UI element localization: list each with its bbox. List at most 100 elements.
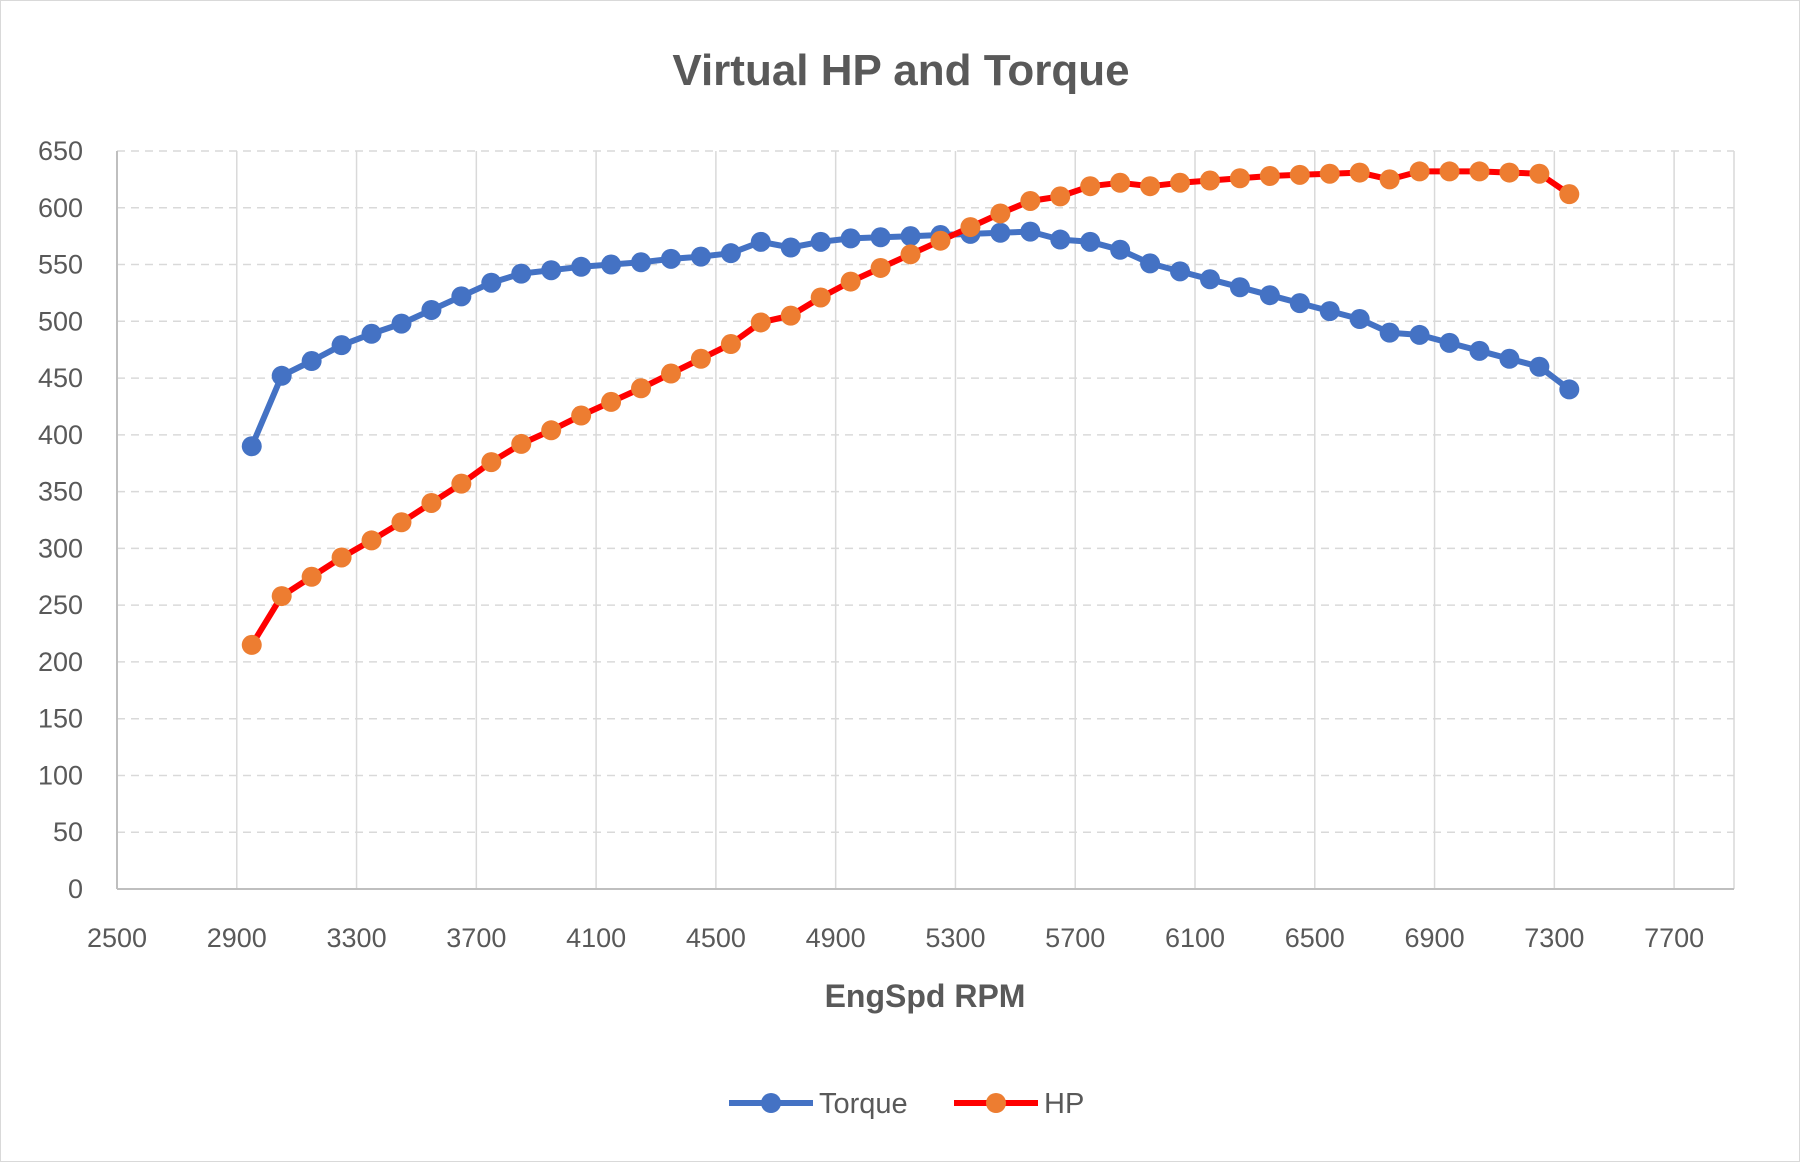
- x-tick-label: 6500: [1285, 923, 1345, 953]
- x-tick-label: 7300: [1524, 923, 1584, 953]
- x-tick-label: 2900: [207, 923, 267, 953]
- x-axis-label: EngSpd RPM: [825, 978, 1026, 1014]
- point-torque: [571, 256, 592, 277]
- point-torque: [720, 243, 741, 264]
- point-torque: [1319, 301, 1340, 322]
- point-hp: [900, 244, 921, 265]
- point-torque: [1080, 231, 1101, 252]
- y-tick-label: 300: [38, 533, 83, 563]
- point-hp: [301, 566, 322, 587]
- series-hp: [241, 161, 1580, 655]
- point-torque: [241, 436, 262, 457]
- legend-label-hp: HP: [1044, 1088, 1084, 1120]
- y-tick-label: 500: [38, 306, 83, 336]
- x-tick-label: 3700: [446, 923, 506, 953]
- point-hp: [990, 203, 1011, 224]
- x-tick-label: 3300: [327, 923, 387, 953]
- point-hp: [1110, 172, 1131, 193]
- point-torque: [1229, 277, 1250, 298]
- point-hp: [601, 391, 622, 412]
- point-hp: [451, 473, 472, 494]
- point-hp: [1349, 162, 1370, 183]
- grid: [117, 150, 1735, 889]
- point-hp: [1259, 165, 1280, 186]
- x-tick-label: 4900: [806, 923, 866, 953]
- point-hp: [720, 334, 741, 355]
- point-torque: [1259, 285, 1280, 306]
- point-hp: [1140, 176, 1161, 197]
- point-hp: [331, 547, 352, 568]
- y-tick-label: 650: [38, 136, 83, 166]
- point-hp: [1529, 163, 1550, 184]
- point-hp: [1379, 169, 1400, 190]
- x-tick-label: 5700: [1045, 923, 1105, 953]
- chart-title: Virtual HP and Torque: [672, 46, 1129, 95]
- point-hp: [1289, 164, 1310, 185]
- series-torque: [241, 221, 1580, 457]
- point-torque: [451, 286, 472, 307]
- point-torque: [1289, 293, 1310, 314]
- legend-label-torque: Torque: [819, 1088, 908, 1120]
- point-hp: [1170, 172, 1191, 193]
- point-hp: [1559, 184, 1580, 205]
- y-tick-label: 400: [38, 420, 83, 450]
- point-torque: [421, 299, 442, 320]
- point-torque: [1379, 322, 1400, 343]
- y-tick-label: 150: [38, 704, 83, 734]
- point-hp: [870, 257, 891, 278]
- point-torque: [1140, 253, 1161, 274]
- point-hp: [1409, 161, 1430, 182]
- point-hp: [1050, 186, 1071, 207]
- point-hp: [631, 378, 652, 399]
- point-torque: [780, 237, 801, 258]
- point-hp: [750, 312, 771, 333]
- y-tick-label: 450: [38, 363, 83, 393]
- point-torque: [1199, 269, 1220, 290]
- point-hp: [1439, 161, 1460, 182]
- point-torque: [361, 323, 382, 344]
- point-hp: [481, 452, 502, 473]
- point-hp: [1499, 162, 1520, 183]
- point-hp: [780, 305, 801, 326]
- point-hp: [960, 217, 981, 238]
- point-torque: [541, 260, 562, 281]
- point-torque: [750, 231, 771, 252]
- point-torque: [990, 222, 1011, 243]
- y-axis-ticks: 0 50 100 150 200 250 300 350 400 450 500 550 600 650: [38, 136, 83, 904]
- legend-marker-hp: [986, 1093, 1006, 1113]
- point-torque: [1110, 239, 1131, 260]
- point-torque: [690, 246, 711, 267]
- point-hp: [391, 512, 412, 533]
- x-tick-label: 6100: [1165, 923, 1225, 953]
- point-torque: [1559, 379, 1580, 400]
- point-hp: [690, 348, 711, 369]
- legend-marker-torque: [761, 1093, 781, 1113]
- point-torque: [840, 228, 861, 249]
- point-hp: [511, 433, 532, 454]
- point-torque: [660, 248, 681, 269]
- point-torque: [331, 335, 352, 356]
- point-hp: [1469, 161, 1490, 182]
- point-hp: [1080, 176, 1101, 197]
- legend: Torque HP: [729, 1088, 1084, 1120]
- point-hp: [1199, 170, 1220, 191]
- legend-item-hp: HP: [954, 1088, 1084, 1120]
- legend-item-torque: Torque: [729, 1088, 908, 1120]
- axes: [116, 151, 1734, 890]
- point-hp: [1229, 168, 1250, 189]
- point-torque: [391, 313, 412, 334]
- point-hp: [541, 420, 562, 441]
- point-torque: [1469, 340, 1490, 361]
- point-hp: [241, 634, 262, 655]
- x-tick-label: 5300: [925, 923, 985, 953]
- point-hp: [271, 586, 292, 607]
- point-torque: [870, 227, 891, 248]
- y-tick-label: 250: [38, 590, 83, 620]
- point-torque: [1050, 229, 1071, 250]
- x-tick-label: 4100: [566, 923, 626, 953]
- point-torque: [1349, 309, 1370, 330]
- point-torque: [631, 252, 652, 273]
- point-hp: [571, 405, 592, 426]
